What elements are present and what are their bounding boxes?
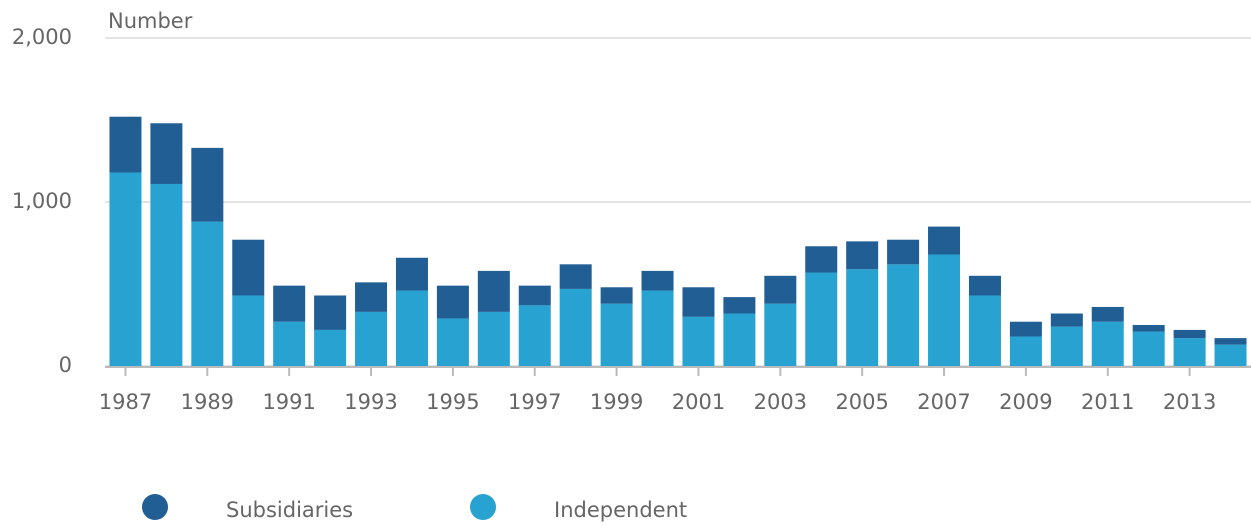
x-tick-label: 1989 xyxy=(181,390,234,414)
bar-segment xyxy=(150,183,183,366)
bar-segment xyxy=(395,257,428,291)
y-tick-label: 1,000 xyxy=(12,189,72,213)
bar-segment xyxy=(1132,331,1165,366)
bar-segment xyxy=(559,288,592,366)
x-tick-label: 2007 xyxy=(917,390,970,414)
bar-segment xyxy=(232,239,265,296)
bar-segment xyxy=(395,290,428,366)
bar-segment xyxy=(846,269,879,366)
bar-segment xyxy=(477,311,510,366)
bar-segment xyxy=(559,264,592,289)
bar-segment xyxy=(805,272,838,366)
bar-segment xyxy=(723,313,756,366)
bar-segment xyxy=(1132,325,1165,332)
bar-segment xyxy=(887,264,920,366)
bar-segment xyxy=(968,295,1001,366)
bar-segment xyxy=(273,321,306,366)
bar-segment xyxy=(682,316,715,366)
bar-segment xyxy=(805,246,838,273)
bar-segment xyxy=(1050,326,1083,366)
bar-segment xyxy=(968,275,1001,296)
bar-segment xyxy=(723,297,756,314)
y-tick-label: 0 xyxy=(59,353,72,377)
bar-segment xyxy=(764,275,797,304)
x-tick-label: 2003 xyxy=(754,390,807,414)
bar-segment xyxy=(436,285,469,319)
x-tick-label: 2005 xyxy=(835,390,888,414)
y-axis-label: Number xyxy=(108,9,193,33)
x-tick-label: 1991 xyxy=(262,390,315,414)
bar-segment xyxy=(1214,338,1247,345)
bar-segment xyxy=(682,287,715,317)
bar-segment xyxy=(1050,313,1083,327)
x-tick-label: 1995 xyxy=(426,390,479,414)
bar-segment xyxy=(518,285,551,306)
x-tick-label: 1999 xyxy=(590,390,643,414)
bar-segment xyxy=(1009,321,1042,337)
bar-segment xyxy=(150,123,183,184)
bar-segment xyxy=(1091,321,1124,366)
x-tick-label: 2001 xyxy=(672,390,725,414)
x-tick-label: 2013 xyxy=(1163,390,1216,414)
bar-segment xyxy=(846,241,879,270)
legend-label: Subsidiaries xyxy=(226,498,353,522)
bar-segment xyxy=(355,282,388,312)
bar-segment xyxy=(1009,336,1042,366)
x-tick-label: 2011 xyxy=(1081,390,1134,414)
bar-segment xyxy=(314,295,347,330)
bar-segment xyxy=(1173,329,1206,339)
bar-segment xyxy=(109,116,142,173)
bar-segment xyxy=(436,318,469,366)
bar-segment xyxy=(477,270,510,312)
bar-segment xyxy=(1091,306,1124,322)
legend-swatch xyxy=(142,494,168,520)
bar-segment xyxy=(641,290,674,366)
bar-segment xyxy=(600,287,633,304)
bar-segment xyxy=(518,305,551,366)
legend-swatch xyxy=(470,494,496,520)
bar-segment xyxy=(887,239,920,265)
bar-segment xyxy=(109,172,142,366)
x-tick-label: 1987 xyxy=(99,390,152,414)
bar-segment xyxy=(191,147,224,222)
x-tick-label: 2009 xyxy=(999,390,1052,414)
bar-segment xyxy=(928,226,961,255)
bar-segment xyxy=(191,221,224,366)
x-tick-label: 1997 xyxy=(508,390,561,414)
bar-segment xyxy=(355,311,388,366)
bar-segment xyxy=(600,303,633,366)
bar-segment xyxy=(314,329,347,366)
bar-segment xyxy=(928,254,961,366)
bar-segment xyxy=(641,270,674,291)
bar-segment xyxy=(232,295,265,366)
bar-segment xyxy=(273,285,306,322)
x-tick-label: 1993 xyxy=(344,390,397,414)
bar-segment xyxy=(1214,344,1247,366)
y-tick-label: 2,000 xyxy=(12,25,72,49)
bar-segment xyxy=(1173,338,1206,366)
bar-segment xyxy=(764,303,797,366)
legend-label: Independent xyxy=(554,498,687,522)
